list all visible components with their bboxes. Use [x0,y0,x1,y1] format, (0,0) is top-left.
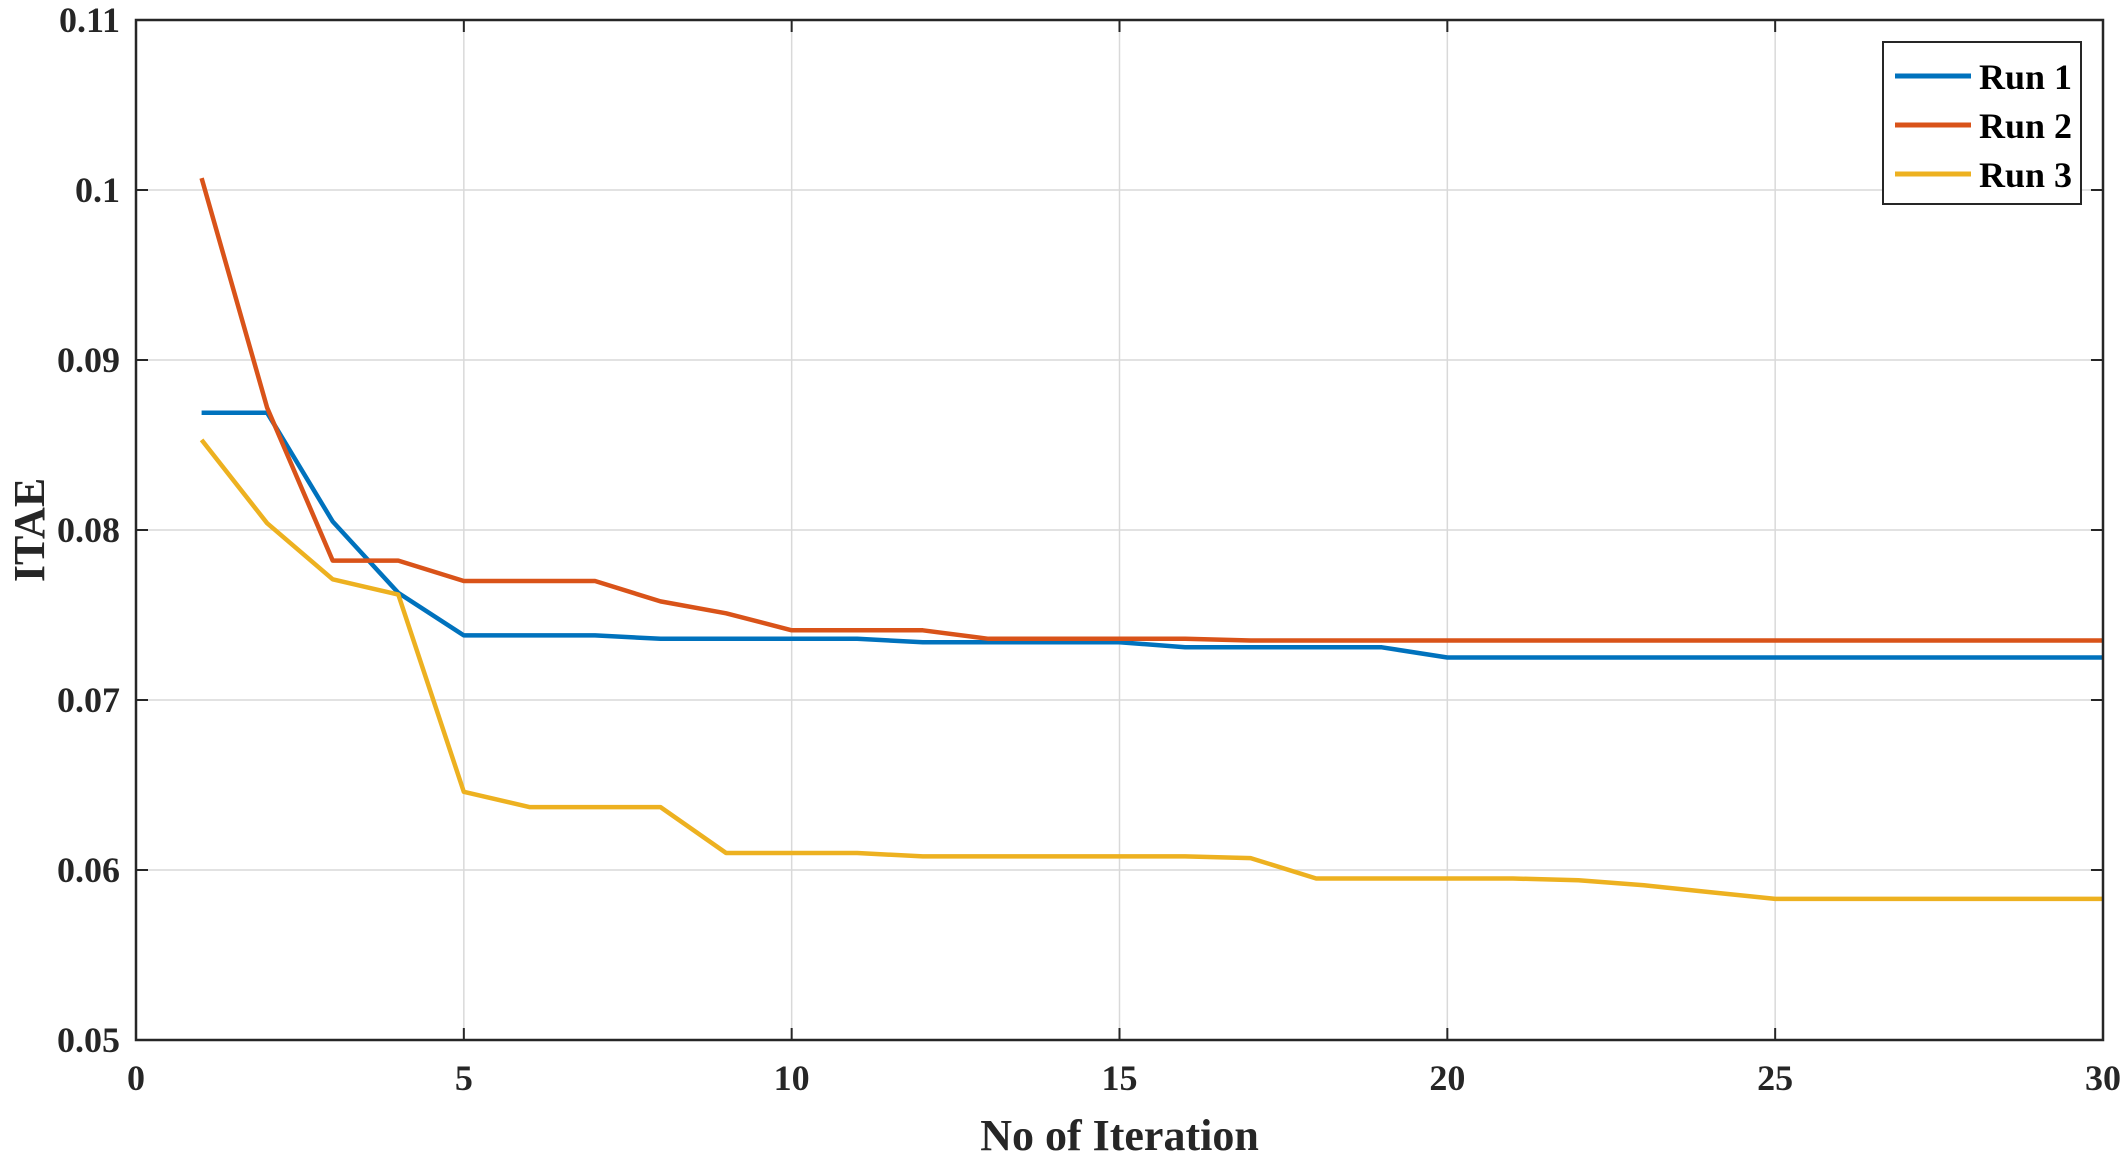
y-tick-label: 0.11 [59,0,120,40]
legend: Run 1 Run 2 Run 3 [1882,41,2082,205]
x-tick-label: 30 [2085,1058,2121,1098]
y-tick-label: 0.1 [75,170,120,210]
legend-label: Run 1 [1979,57,2072,97]
x-tick-label: 20 [1429,1058,1465,1098]
series-line-run-3 [199,438,2103,902]
x-tick-label: 25 [1757,1058,1793,1098]
x-tick-label: 10 [774,1058,810,1098]
series-line-run-2 [199,177,2103,643]
x-tick-label: 15 [1102,1058,1138,1098]
y-tick-label: 0.08 [57,510,120,550]
y-axis-label: ITAE [5,478,54,582]
x-axis-label: No of Iteration [980,1111,1259,1160]
legend-label: Run 2 [1979,106,2072,146]
grid [136,20,2103,1040]
y-tick-label: 0.05 [57,1020,120,1060]
legend-label: Run 3 [1979,155,2072,195]
series-lines [199,177,2103,902]
axis-ticks: 0 5 10 15 20 25 30 0.05 0.06 0.07 0.08 0.09 0.1 0.11 [57,0,2121,1098]
x-tick-label: 0 [127,1058,145,1098]
y-tick-label: 0.07 [57,680,120,720]
y-tick-label: 0.09 [57,340,120,380]
y-tick-label: 0.06 [57,850,120,890]
x-tick-label: 5 [455,1058,473,1098]
series-line-run-1 [201,410,2103,660]
